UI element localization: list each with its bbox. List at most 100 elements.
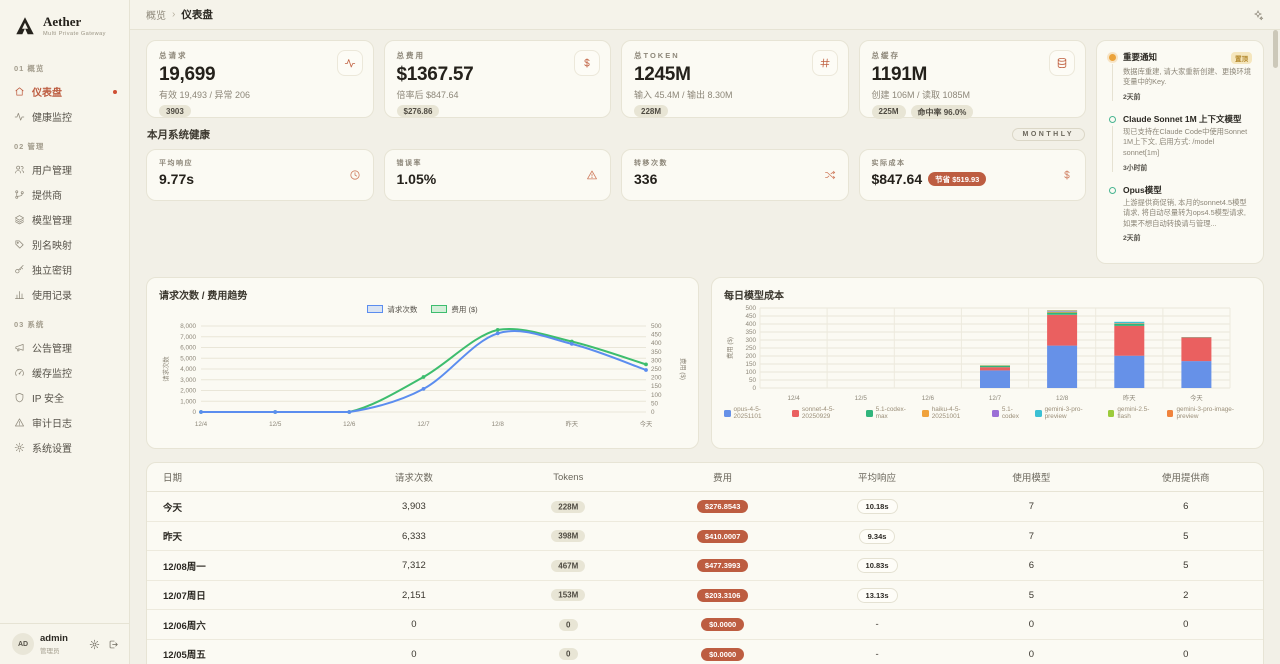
alert-triangle-icon: [586, 169, 598, 181]
sidebar-item-gear[interactable]: 系统设置: [0, 435, 129, 460]
svg-text:200: 200: [651, 375, 662, 382]
svg-text:0: 0: [752, 385, 756, 392]
legend-item[interactable]: gemini-2.5-flash: [1107, 406, 1160, 421]
app-subtitle: Multi Private Gateway: [43, 31, 106, 37]
svg-text:50: 50: [749, 377, 757, 384]
line-chart-legend: 请求次数 费用 ($): [159, 302, 686, 316]
legend-item[interactable]: opus-4-5-20251101: [724, 406, 785, 420]
sidebar-item-users[interactable]: 用户管理: [0, 157, 129, 182]
sidebar-item-chart[interactable]: 使用记录: [0, 282, 129, 307]
table-row: 昨天 6,333 398M $410.0007 9.34s 7 5: [147, 521, 1263, 552]
shield-icon: [14, 392, 25, 403]
stat-subtext: 创建 106M / 读取 1085M: [871, 90, 971, 100]
sidebar-item-tag[interactable]: 别名映射: [0, 232, 129, 257]
sidebar-nav: 01 概览 仪表盘 健康监控 02 管理 用户管理 提供商 模型管理 别名映射 独立密钥 使用记录…: [0, 47, 129, 623]
cell-models: 7: [954, 491, 1109, 522]
stat-card: 总请求 19,699 有效 19,493 / 异常 206 3903: [146, 40, 374, 118]
sidebar: Aether Multi Private Gateway 01 概览 仪表盘 健康监…: [0, 0, 130, 664]
sidebar-item-megaphone[interactable]: 公告管理: [0, 335, 129, 360]
svg-text:费用 ($): 费用 ($): [725, 337, 734, 359]
scrollbar-thumb[interactable]: [1273, 30, 1278, 68]
home-icon: [14, 86, 25, 97]
sidebar-item-home[interactable]: 仪表盘: [0, 79, 129, 104]
user-panel: AD admin 管理员: [0, 623, 129, 664]
requests-cost-trend-chart: 请求次数 / 费用趋势 请求次数 费用 ($) 0 1,000 2,000 3,000 4…: [146, 277, 699, 450]
period-toggle[interactable]: MONTHLY: [1011, 128, 1085, 141]
svg-text:请求次数: 请求次数: [161, 356, 170, 382]
sidebar-item-shield[interactable]: IP 安全: [0, 385, 129, 410]
legend-item[interactable]: 费用 ($): [431, 304, 478, 315]
health-card: 错误率 1.05%: [383, 149, 611, 201]
sidebar-item-key[interactable]: 独立密钥: [0, 257, 129, 282]
logo: Aether Multi Private Gateway: [0, 0, 129, 47]
legend-item[interactable]: sonnet-4-5-20250929: [792, 406, 859, 420]
sidebar-item-label: 公告管理: [32, 344, 72, 355]
legend-item[interactable]: 5.1-codex-max: [866, 406, 915, 420]
svg-text:100: 100: [651, 392, 662, 399]
legend-item[interactable]: gemini-3-pro-image-preview: [1166, 406, 1251, 420]
stat-value: 1245M: [634, 64, 691, 85]
health-card-value: $847.64: [871, 171, 923, 187]
cell-models: 7: [954, 521, 1109, 552]
shuffle-icon: [824, 169, 836, 181]
cell-cost: $0.0000: [645, 639, 800, 664]
legend-label: 5.1-codex-max: [875, 406, 906, 421]
stat-label: 总请求: [159, 51, 188, 60]
cell-avg-response: 10.83s: [799, 550, 955, 581]
cell-date: 12/08周一: [147, 550, 337, 581]
breadcrumb-current: 仪表盘: [181, 9, 213, 21]
notice-item[interactable]: Opus模型 上游提供商促销, 本月的sonnet4.5模型请求, 将自动尽量转为…: [1108, 185, 1252, 256]
logout-icon[interactable]: [108, 639, 119, 650]
cell-avg-response: 10.18s: [799, 491, 955, 522]
legend-label: haiku-4-5-20251001: [931, 406, 961, 421]
legend-item[interactable]: haiku-4-5-20251001: [922, 406, 985, 420]
cell-providers: 0: [1108, 609, 1263, 640]
activity-icon: [14, 111, 25, 122]
sidebar-item-activity[interactable]: 健康监控: [0, 104, 129, 129]
alert-triangle-icon: [14, 417, 25, 428]
svg-text:12/7: 12/7: [417, 421, 430, 428]
line-chart: 0 1,000 2,000 3,000 4,000 5,000 6,000 7,000 8,00…: [159, 316, 688, 442]
cell-providers: 5: [1108, 521, 1263, 552]
sidebar-item-alert-triangle[interactable]: 审计日志: [0, 410, 129, 435]
svg-text:500: 500: [745, 305, 756, 312]
gear-icon[interactable]: [89, 639, 100, 650]
health-card: 实际成本 $847.64 节省 $519.93: [858, 149, 1086, 201]
notice-body: 现已支持在Claude Code中使用Sonnet 1M上下文, 启用方式: /…: [1123, 126, 1248, 157]
notice-time: 2天前: [1123, 235, 1141, 243]
legend-label: sonnet-4-5-20250929: [801, 406, 835, 421]
notice-item[interactable]: Claude Sonnet 1M 上下文模型 现已支持在Claude Code中使…: [1108, 114, 1252, 185]
table-header: Tokens: [491, 463, 646, 493]
breadcrumb-root[interactable]: 概览: [146, 11, 166, 22]
sidebar-item-label: 审计日志: [32, 419, 72, 430]
legend-item[interactable]: 5.1-codex: [992, 406, 1028, 420]
legend-item[interactable]: 请求次数: [367, 304, 417, 315]
sidebar-item-label: 使用记录: [32, 291, 72, 302]
legend-label: gemini-2.5-flash: [1117, 406, 1150, 421]
stat-label: 总TOKEN: [634, 51, 680, 60]
key-icon: [14, 264, 25, 275]
health-card-value: 9.77s: [159, 171, 195, 187]
legend-item[interactable]: gemini-3-pro-preview: [1035, 406, 1101, 420]
notice-title: 重要通知: [1123, 52, 1158, 62]
cell-models: 0: [954, 609, 1109, 640]
health-card: 转移次数 336: [621, 149, 849, 201]
sidebar-item-provider[interactable]: 提供商: [0, 182, 129, 207]
sidebar-item-gauge[interactable]: 缓存监控: [0, 360, 129, 385]
cell-providers: 0: [1108, 639, 1263, 664]
sidebar-item-layers[interactable]: 模型管理: [0, 207, 129, 232]
cell-tokens: 0: [491, 609, 646, 640]
health-card-label: 实际成本: [871, 160, 906, 167]
cell-cost: $410.0007: [645, 521, 800, 552]
sparkle-icon[interactable]: [1252, 9, 1264, 21]
sidebar-item-label: 独立密钥: [32, 266, 72, 277]
notice-item[interactable]: 重要通知 置顶 数据库重建, 请大家重新创建、更换环境变量中的Key. 2天前: [1108, 52, 1252, 114]
sidebar-item-label: 健康监控: [32, 113, 72, 124]
stat-subtext: 有效 19,493 / 异常 206: [159, 90, 251, 100]
users-icon: [14, 164, 25, 175]
notice-title: Opus模型: [1123, 184, 1162, 195]
cell-cost: $477.3993: [645, 550, 800, 581]
sidebar-item-label: 系统设置: [32, 444, 72, 455]
svg-text:4,000: 4,000: [180, 366, 196, 373]
svg-text:12/6: 12/6: [922, 395, 935, 402]
